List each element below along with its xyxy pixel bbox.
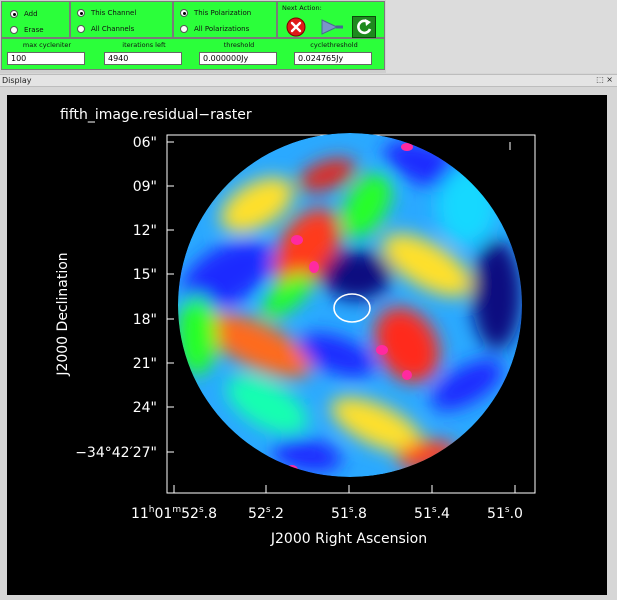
y-tick-label: 18"	[133, 312, 157, 328]
cyclethreshold-input[interactable]: 0.024765Jy	[294, 52, 372, 65]
clean-mask-contour[interactable]	[333, 293, 371, 323]
x-axis: 11h01m52s.8 52s.2 51s.8 51s.4 51s.0 J200…	[131, 485, 523, 547]
y-tick-label: 06"	[133, 135, 157, 151]
erase-radio[interactable]: Erase	[10, 26, 44, 34]
y-tick-label: 12"	[133, 223, 157, 239]
all-channels-label: All Channels	[91, 25, 135, 33]
max-cycleniter-label: max cycleniter	[22, 41, 72, 49]
x-tick-label: 51s.4	[414, 505, 450, 522]
y-tick-label: −34°42′27"	[75, 445, 157, 461]
parameter-fields: max cycleniter 100 iterations left 4940 …	[1, 38, 385, 70]
add-radio-indicator	[10, 10, 18, 18]
x-axis-label: J2000 Right Ascension	[270, 531, 427, 547]
this-channel-label: This Channel	[91, 9, 137, 17]
x-tick-label: 51s.0	[487, 505, 523, 522]
raster-plot: fifth_image.residual−raster 06" 09" 12" …	[55, 107, 536, 547]
y-axis-label: J2000 Declination	[55, 252, 71, 376]
all-channels-radio[interactable]: All Channels	[77, 25, 134, 33]
plot-title: fifth_image.residual−raster	[60, 107, 252, 123]
next-action-label: Next Action:	[282, 4, 322, 12]
erase-radio-label: Erase	[24, 26, 44, 34]
all-polarizations-radio[interactable]: All Polarizations	[180, 25, 249, 33]
mode-group: Add Erase	[1, 1, 70, 38]
toolbar-empty-area	[386, 0, 617, 73]
add-radio[interactable]: Add	[10, 10, 38, 18]
dock-window-buttons[interactable]: ⬚ ×	[596, 75, 613, 84]
erase-radio-indicator	[10, 26, 18, 34]
image-display-canvas[interactable]: fifth_image.residual−raster 06" 09" 12" …	[7, 95, 607, 595]
threshold-label: threshold	[223, 41, 255, 49]
all-polarizations-label: All Polarizations	[194, 25, 250, 33]
add-radio-label: Add	[24, 10, 38, 18]
this-channel-radio[interactable]: This Channel	[77, 9, 136, 17]
this-polarization-label: This Polarization	[194, 9, 252, 17]
y-axis: 06" 09" 12" 15" 18" 21" 24" −34°42′27" J…	[55, 135, 511, 461]
y-tick-label: 21"	[133, 356, 157, 372]
display-title: Display	[2, 76, 32, 85]
residual-raster-image	[178, 133, 522, 477]
polarization-group: This Polarization All Polarizations	[173, 1, 277, 38]
continue-arrow-icon[interactable]	[320, 16, 344, 38]
all-channels-indicator	[77, 25, 85, 33]
threshold-input[interactable]: 0.000000Jy	[199, 52, 277, 65]
display-dock-title: Display ⬚ ×	[0, 74, 617, 87]
next-action-group: Next Action:	[277, 1, 385, 38]
cyclethreshold-label: cyclethreshold	[310, 41, 358, 49]
y-tick-label: 09"	[133, 179, 157, 195]
channel-group: This Channel All Channels	[70, 1, 173, 38]
all-polarizations-indicator	[180, 25, 188, 33]
stop-icon[interactable]	[284, 16, 308, 38]
max-cycleniter-input[interactable]: 100	[7, 52, 85, 65]
interactive-clean-panel: Add Erase This Channel All Channels This…	[0, 0, 386, 73]
y-tick-label: 15"	[133, 267, 157, 283]
y-tick-label: 24"	[133, 400, 157, 416]
x-tick-label: 11h01m52s.8	[131, 505, 217, 522]
iterations-left-input[interactable]: 4940	[104, 52, 182, 65]
this-channel-indicator	[77, 9, 85, 17]
x-tick-label: 51s.8	[331, 505, 367, 522]
this-polarization-radio[interactable]: This Polarization	[180, 9, 251, 17]
refresh-icon[interactable]	[352, 16, 376, 38]
x-tick-label: 52s.2	[248, 505, 284, 522]
iterations-left-label: iterations left	[122, 41, 166, 49]
this-polarization-indicator	[180, 9, 188, 17]
